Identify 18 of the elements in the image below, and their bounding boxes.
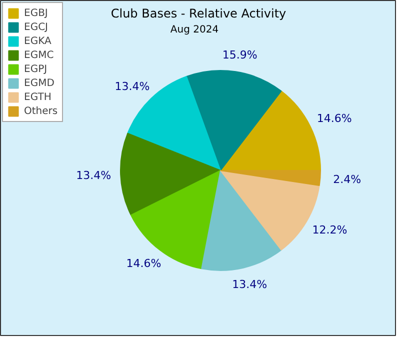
legend-label: EGBJ	[24, 7, 48, 19]
data-label: 13.4%	[76, 168, 112, 182]
legend-label: EGPJ	[24, 63, 48, 75]
data-label: 15.9%	[222, 48, 258, 62]
legend-label: EGCJ	[24, 21, 48, 33]
legend-label: Others	[24, 105, 58, 117]
text: Aug 2024	[170, 24, 219, 36]
legend-label: EGKA	[24, 35, 52, 47]
data-label: 13.4%	[232, 278, 268, 291]
data-label: 14.6%	[316, 112, 352, 126]
chart-title: Club Bases - Relative Activity	[110, 6, 286, 20]
legend-label: EGTH	[24, 91, 52, 103]
data-label: 2.4%	[333, 172, 362, 186]
legend-label: EGMD	[24, 77, 54, 89]
data-label: 13.4%	[114, 80, 150, 93]
data-label: 12.2%	[312, 224, 348, 237]
data-label: 14.6%	[126, 257, 162, 270]
legend-label: EGMC	[24, 49, 54, 61]
